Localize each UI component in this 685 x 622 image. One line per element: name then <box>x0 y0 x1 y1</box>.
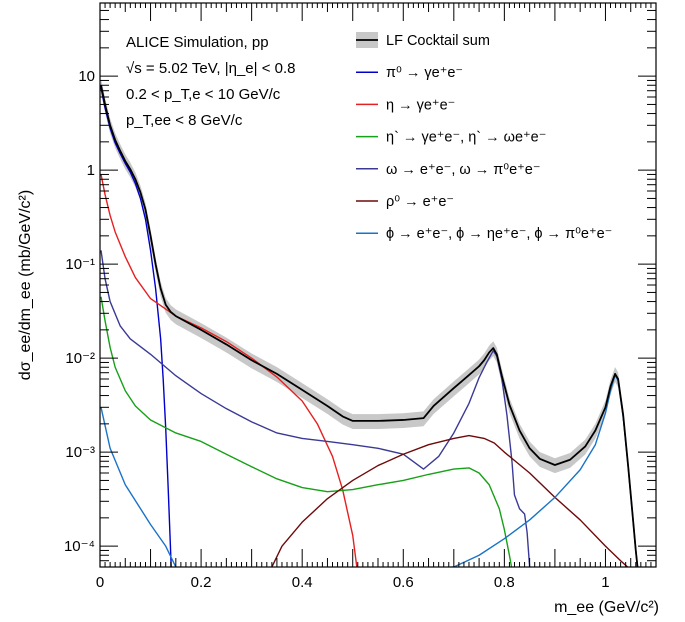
info-text-block: ALICE Simulation, pp √s = 5.02 TeV, |η_e… <box>126 34 296 129</box>
series-line-1 <box>100 87 172 567</box>
legend-label: ω → e⁺e⁻, ω → π⁰e⁺e⁻ <box>386 162 541 178</box>
info-line-4: p_T,ee < 8 GeV/c <box>126 112 243 129</box>
series-line-4 <box>100 250 531 567</box>
y-tick-label: 10⁻³ <box>65 444 95 461</box>
legend: LF Cocktail sum π⁰ → γe⁺e⁻ η → γe⁺e⁻ η` → γ… <box>356 32 612 242</box>
y-tick-label: 1 <box>87 162 95 179</box>
x-tick-label: 0.6 <box>393 574 414 591</box>
y-axis-title: dσ_ee/dm_ee (mb/GeV/c²) <box>17 190 34 380</box>
axis-ticks <box>99 2 657 568</box>
sum-uncertainty-band <box>101 78 639 567</box>
legend-label: η` → γe⁺e⁻, η` → ωe⁺e⁻ <box>386 130 546 146</box>
legend-label: ρ⁰ → e⁺e⁻ <box>386 194 454 210</box>
y-tick-label: 10⁻² <box>65 350 95 367</box>
series-line-0 <box>100 85 639 567</box>
series-line-5 <box>271 434 629 567</box>
legend-label: η → γe⁺e⁻ <box>386 97 455 113</box>
info-line-3: 0.2 < p_T,e < 10 GeV/c <box>126 86 281 103</box>
tick-labels: 0 0.2 0.4 0.6 0.8 1 10⁻⁴ 10⁻³ 10⁻² 10⁻¹ 1 10 <box>64 68 610 591</box>
x-tick-label: 0 <box>96 574 104 591</box>
y-tick-label: 10⁻⁴ <box>64 538 95 555</box>
legend-label: LF Cocktail sum <box>386 33 490 49</box>
x-tick-label: 1 <box>601 574 609 591</box>
series-line-6 <box>100 374 639 567</box>
y-tick-label: 10⁻¹ <box>65 256 95 273</box>
x-tick-label: 0.8 <box>494 574 515 591</box>
legend-label: π⁰ → γe⁺e⁻ <box>386 65 463 81</box>
x-tick-label: 0.2 <box>191 574 212 591</box>
x-axis-title: m_ee (GeV/c²) <box>554 599 659 616</box>
info-line-1: ALICE Simulation, pp <box>126 34 269 51</box>
uncertainty-band-layer <box>101 78 639 567</box>
series-layer <box>100 85 639 567</box>
y-tick-label: 10 <box>78 68 95 85</box>
series-line-3 <box>100 296 513 567</box>
legend-label: ϕ → e⁺e⁻, ϕ → ηe⁺e⁻, ϕ → π⁰e⁺e⁻ <box>386 226 612 242</box>
info-line-2: √s = 5.02 TeV, |η_e| < 0.8 <box>126 60 296 77</box>
series-line-2 <box>100 174 358 567</box>
x-tick-label: 0.4 <box>292 574 313 591</box>
